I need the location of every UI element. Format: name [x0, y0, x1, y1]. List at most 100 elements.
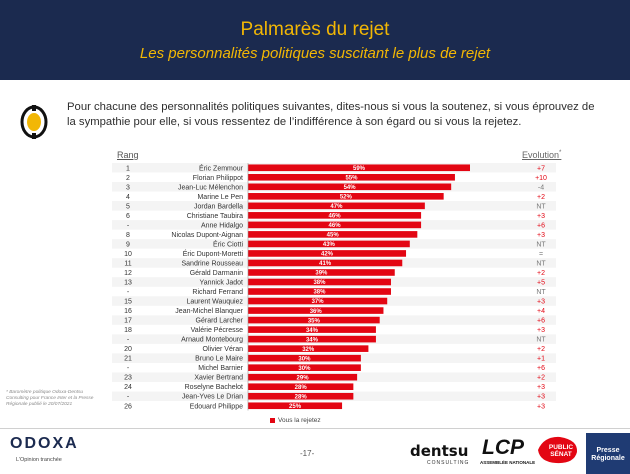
person-name: Jordan Bardella: [194, 203, 243, 210]
person-name: Nicolas Dupont-Aignan: [171, 232, 243, 239]
odoxa-badge-icon: [20, 105, 48, 139]
person-name: Éric Ciotti: [213, 239, 243, 248]
rank-label: 8: [126, 232, 130, 239]
evolution-value: +3: [537, 384, 545, 391]
evolution-value: NT: [536, 289, 546, 296]
rank-label: 15: [124, 299, 132, 306]
chart-title: Palmarès du rejet: [240, 19, 390, 40]
evolution-value: +3: [537, 394, 545, 401]
chart-subtitle: Les personnalités politiques suscitant l…: [139, 45, 491, 62]
bar: [248, 259, 403, 267]
rank-label: 11: [124, 260, 131, 267]
person-name: Edouard Philippe: [190, 403, 243, 410]
person-name: Marine Le Pen: [197, 194, 243, 201]
bar-value-label: 47%: [330, 204, 343, 210]
rank-label: 3: [126, 184, 130, 191]
rank-label: -: [127, 289, 130, 296]
evolution-value: +2: [537, 375, 545, 382]
dentsu-consulting-label: CONSULTING: [427, 460, 470, 466]
bar-value-label: 39%: [315, 271, 328, 277]
person-name: Jean-Yves Le Drian: [182, 394, 243, 401]
rank-label: 5: [126, 203, 130, 210]
bar-value-label: 41%: [319, 261, 332, 267]
bar: [248, 316, 380, 324]
bar-value-label: 34%: [306, 337, 319, 343]
rank-label: 20: [124, 346, 132, 353]
bar: [248, 373, 358, 381]
bar: [248, 278, 391, 286]
rank-label: 9: [126, 241, 130, 248]
title-banner: Palmarès du rejet Les personnalités poli…: [0, 0, 630, 80]
person-name: Gérard Larcher: [196, 318, 244, 325]
evolution-value: +2: [537, 270, 545, 277]
rank-label: -: [127, 365, 130, 372]
bar-value-label: 46%: [329, 223, 342, 229]
legend-label: Vous la rejetez: [278, 417, 321, 424]
evolution-value: +6: [537, 222, 545, 229]
evolution-value: +3: [537, 213, 545, 220]
evolution-value: +3: [537, 403, 545, 410]
evolution-value: NT: [536, 241, 546, 248]
bar: [248, 221, 422, 229]
rank-label: 13: [124, 280, 132, 287]
bar-value-label: 29%: [297, 375, 310, 381]
person-name: Florian Philippot: [193, 175, 243, 182]
bar-value-label: 52%: [340, 195, 353, 201]
bar: [248, 202, 425, 210]
bar: [248, 231, 418, 238]
rank-label: -: [127, 337, 130, 344]
bar: [248, 288, 391, 295]
person-name: Sandrine Rousseau: [182, 260, 244, 267]
bar-value-label: 34%: [306, 328, 319, 334]
rank-label: 18: [124, 327, 132, 334]
bar-value-label: 36%: [310, 309, 323, 315]
bar: [248, 212, 422, 219]
bar: [248, 354, 361, 362]
legend-swatch: [270, 417, 275, 423]
lcp-subtitle: ASSEMBLÉE NATIONALE: [480, 460, 536, 465]
bar: [248, 297, 388, 305]
survey-question: Pour chacune des personnalités politique…: [67, 101, 595, 128]
rank-column-header: Rang: [117, 150, 139, 160]
rank-label: 26: [124, 403, 132, 410]
dentsu-logo: dentsu: [410, 442, 469, 460]
bar-value-label: 59%: [353, 166, 366, 172]
evolution-value: +6: [537, 318, 545, 325]
person-name: Jean-Luc Mélenchon: [178, 184, 243, 191]
rank-label: 23: [124, 375, 132, 382]
person-name: Éric Zemmour: [199, 163, 244, 172]
person-name: Éric Dupont-Moretti: [183, 249, 244, 258]
evolution-value: -4: [538, 184, 544, 191]
person-name: Valérie Pécresse: [191, 327, 244, 334]
rank-label: 21: [124, 356, 132, 363]
rank-label: 24: [124, 384, 132, 391]
person-name: Gérald Darmanin: [190, 270, 243, 277]
evolution-value: +3: [537, 299, 545, 306]
bar: [248, 364, 361, 371]
bar-value-label: 28%: [295, 385, 308, 391]
evolution-value: +1: [537, 356, 545, 363]
person-name: Bruno Le Maire: [195, 356, 243, 363]
evolution-value: NT: [536, 337, 546, 344]
person-name: Christiane Taubira: [187, 213, 243, 220]
person-name: Jean-Michel Blanquer: [175, 308, 243, 315]
odoxa-tagline: L’Opinion tranchée: [16, 457, 62, 463]
bar-value-label: 38%: [313, 280, 326, 286]
evolution-value: +2: [537, 194, 545, 201]
person-name: Yannick Jadot: [200, 280, 244, 287]
person-name: Laurent Wauquiez: [186, 299, 243, 306]
bar: [248, 240, 410, 248]
bar-value-label: 35%: [308, 318, 321, 324]
bar-value-label: 32%: [302, 347, 315, 353]
evolution-column-header: Evolution*: [522, 150, 561, 160]
evolution-value: +10: [535, 175, 547, 182]
evolution-value: +6: [537, 365, 545, 372]
lcp-logo: LCP: [482, 436, 524, 459]
rank-label: 6: [126, 213, 130, 220]
bar: [248, 326, 376, 333]
bar-value-label: 54%: [344, 185, 357, 191]
evolution-value: +3: [537, 232, 545, 239]
bar-value-label: 55%: [345, 175, 358, 181]
evolution-value: NT: [536, 260, 546, 267]
